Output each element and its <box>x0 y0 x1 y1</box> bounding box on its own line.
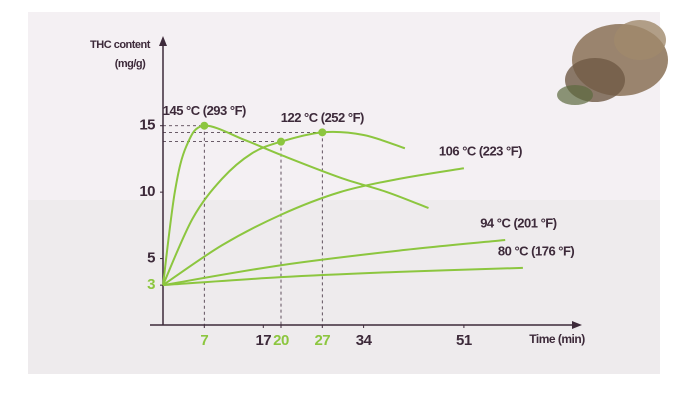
bud-decoration <box>557 20 668 105</box>
highlight-point <box>200 121 209 130</box>
series-label: 106 °C (223 °F) <box>439 144 522 159</box>
x-tick-label: 7 <box>200 332 208 349</box>
x-axis-label: Time (min) <box>529 332 585 346</box>
x-tick-label: 20 <box>273 332 289 349</box>
y-axis-label: THC content <box>90 39 151 51</box>
series-line <box>162 124 429 286</box>
series-line <box>162 266 523 287</box>
series-label: 145 °C (293 °F) <box>163 103 246 118</box>
x-tick-label: 17 <box>255 332 271 349</box>
series-label: 94 °C (201 °F) <box>480 215 557 230</box>
x-tick-label: 51 <box>456 332 472 349</box>
series-label: 122 °C (252 °F) <box>281 110 364 125</box>
x-axis-arrow <box>572 321 582 329</box>
series-label: 80 °C (176 °F) <box>498 243 575 258</box>
y-tick-label: 5 <box>147 250 155 267</box>
series-line <box>162 167 465 286</box>
y-tick-label: 15 <box>139 117 155 134</box>
y-axis-arrow <box>159 36 167 46</box>
chart-background-lower <box>28 200 660 374</box>
highlight-point <box>318 128 327 137</box>
y-axis-label: (mg/g) <box>115 58 146 70</box>
x-tick-label: 27 <box>314 332 330 349</box>
series-line <box>162 238 506 287</box>
highlight-point <box>277 137 285 146</box>
y-tick-label: 3 <box>147 276 155 293</box>
x-tick-label: 34 <box>356 332 373 349</box>
series-line <box>162 130 406 286</box>
y-tick-label: 10 <box>139 183 155 200</box>
